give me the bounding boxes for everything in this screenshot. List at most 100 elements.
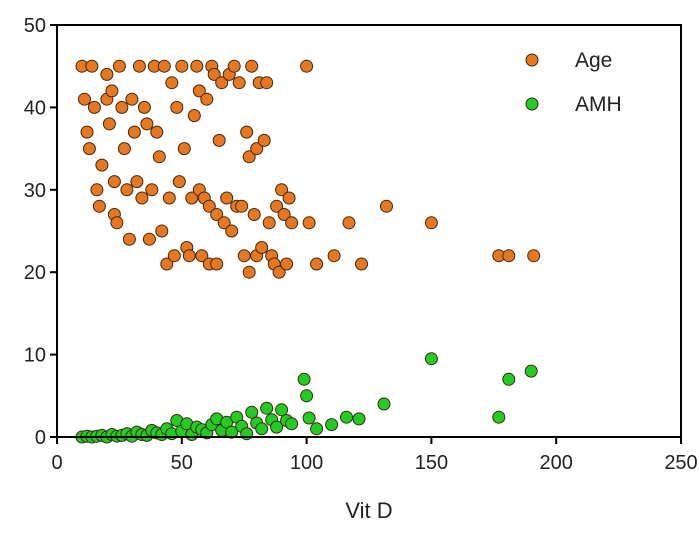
age-point-25 (135, 191, 149, 205)
age-point-65 (227, 59, 241, 73)
age-point-27 (140, 117, 154, 131)
age-point-44 (182, 249, 196, 263)
age-point-62 (220, 191, 234, 205)
amh-point-52 (492, 410, 506, 424)
age-point-57 (210, 208, 224, 221)
age-point-64 (225, 224, 239, 238)
age-point-42 (177, 142, 191, 156)
age-point-36 (162, 191, 176, 205)
age-point-70 (240, 125, 254, 139)
age-point-81 (262, 216, 276, 230)
age-point-31 (150, 125, 164, 139)
amh-point-40 (275, 403, 289, 417)
age-point-69 (237, 249, 251, 263)
y-tick-label-50: 50 (24, 15, 46, 37)
amh-point-47 (325, 418, 339, 432)
x-tick-label-100: 100 (290, 452, 323, 474)
amh-point-43 (297, 372, 311, 386)
age-point-52 (200, 92, 214, 106)
age-point-87 (277, 208, 291, 221)
age-point-94 (327, 249, 341, 263)
age-point-47 (190, 59, 204, 73)
age-point-13 (107, 175, 121, 189)
age-point-58 (210, 257, 224, 271)
y-tick-label-0: 0 (35, 427, 46, 449)
amh-point-34 (245, 405, 259, 419)
age-point-98 (424, 216, 438, 230)
age-point-6 (90, 183, 104, 197)
age-point-89 (282, 191, 296, 205)
age-point-35 (160, 257, 174, 271)
age-point-48 (192, 84, 206, 98)
legend-label-age: Age (575, 49, 612, 72)
tick-labels: 0 50 100 150 200 250 0 10 20 30 40 50 (24, 15, 698, 474)
age-point-96 (355, 257, 368, 271)
age-point-24 (132, 59, 146, 73)
age-point-19 (120, 183, 134, 197)
age-point-56 (207, 67, 221, 81)
amh-point-50 (377, 397, 391, 411)
age-point-11 (102, 117, 116, 131)
amh-point-44 (300, 389, 314, 403)
age-point-38 (167, 249, 181, 263)
age-point-29 (145, 183, 159, 197)
age-point-86 (275, 183, 289, 197)
age-point-101 (527, 249, 541, 263)
age-point-32 (152, 150, 166, 164)
age-point-9 (100, 67, 114, 81)
age-point-60 (215, 76, 229, 90)
age-point-68 (235, 199, 249, 213)
age-point-26 (137, 100, 151, 114)
age-point-100 (502, 249, 516, 263)
age-point-50 (195, 249, 209, 263)
age-point-53 (202, 199, 216, 213)
amh-point-42 (285, 417, 299, 431)
amh-point-54 (524, 364, 538, 378)
age-point-91 (300, 59, 314, 73)
age-point-15 (110, 216, 124, 230)
x-axis-label: Vit D (345, 498, 392, 523)
age-point-28 (142, 232, 156, 246)
age-point-20 (122, 232, 136, 246)
legend-marker-age (525, 53, 539, 67)
age-point-34 (157, 59, 171, 73)
age-point-7 (92, 199, 106, 213)
age-point-46 (187, 109, 201, 123)
amh-point-30 (225, 425, 239, 439)
age-point-59 (212, 133, 226, 147)
age-point-71 (242, 150, 256, 164)
age-point-23 (130, 175, 144, 189)
amh-point-37 (260, 401, 274, 415)
amh-point-53 (502, 372, 516, 386)
age-point-16 (112, 59, 126, 73)
x-tick-label-250: 250 (664, 452, 697, 474)
age-point-12 (105, 84, 119, 98)
age-point-61 (217, 216, 231, 230)
y-tick-label-40: 40 (24, 97, 46, 119)
age-point-75 (250, 142, 264, 156)
y-tick-label-30: 30 (24, 180, 46, 202)
age-point-17 (115, 100, 129, 114)
amh-point-45 (302, 411, 316, 425)
series-amh-points (75, 352, 538, 444)
age-point-80 (260, 76, 274, 90)
series-age-points (75, 59, 541, 279)
age-point-41 (175, 59, 189, 73)
age-point-95 (342, 216, 356, 230)
age-point-97 (380, 199, 393, 213)
age-point-8 (95, 158, 109, 172)
age-point-22 (127, 125, 141, 139)
age-point-2 (80, 125, 94, 139)
legend-marker-amh (525, 97, 539, 111)
amh-point-48 (340, 410, 353, 424)
age-point-21 (125, 92, 139, 106)
x-tick-label-150: 150 (415, 452, 448, 474)
age-point-67 (232, 76, 246, 90)
age-point-18 (117, 142, 131, 156)
age-point-93 (310, 257, 324, 271)
age-point-78 (255, 241, 269, 254)
age-point-84 (270, 199, 284, 213)
age-point-85 (272, 265, 286, 279)
x-tick-label-0: 0 (51, 452, 62, 474)
